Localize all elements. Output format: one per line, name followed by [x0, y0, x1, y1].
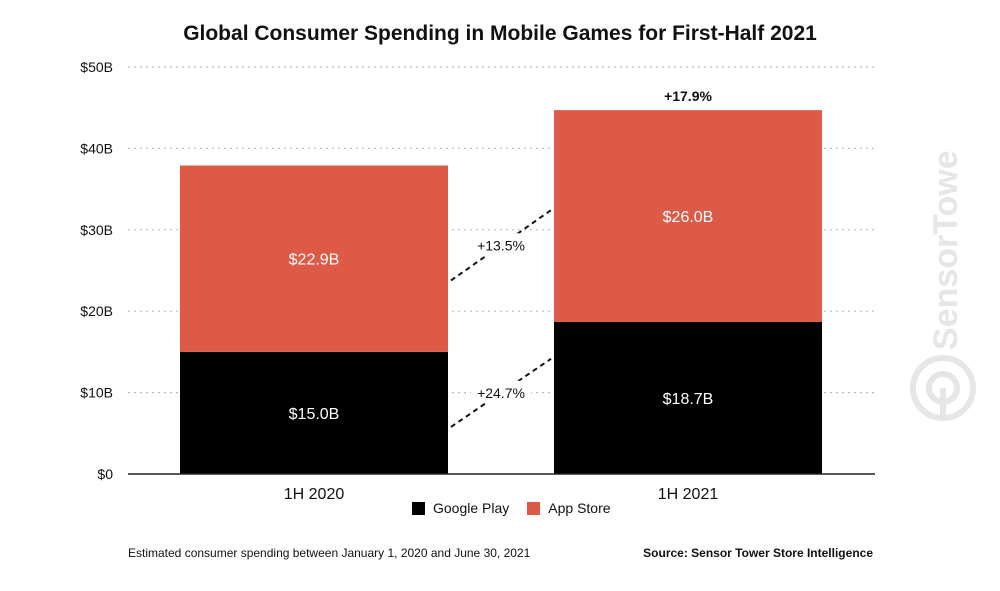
x-tick-label: 1H 2021 [658, 486, 719, 503]
bar-segment-app-store [180, 165, 448, 352]
growth-label-google-play: +24.7% [477, 385, 525, 401]
bar-segment-google-play [554, 321, 822, 474]
y-tick-label: $0 [97, 466, 113, 482]
bar-segment-app-store [554, 110, 822, 322]
legend: Google Play App Store [412, 500, 629, 516]
x-tick-label: 1H 2020 [284, 486, 345, 503]
growth-label-app-store: +13.5% [477, 237, 525, 253]
legend-swatch-app-store [527, 501, 541, 515]
total-growth-label: +17.9% [664, 88, 712, 104]
legend-label-google-play: Google Play [433, 500, 510, 516]
y-tick-label: $30B [80, 222, 113, 238]
chart-title: Global Consumer Spending in Mobile Games… [183, 22, 817, 45]
connector-app-store [450, 209, 552, 282]
bars: $15.0B $22.9B $18.7B $26.0B +17.9% [180, 88, 822, 474]
legend-item-app-store: App Store [527, 500, 611, 516]
legend-item-google-play: Google Play [412, 500, 509, 516]
legend-label-app-store: App Store [548, 500, 611, 516]
legend-swatch-google-play [412, 501, 425, 515]
connector-label-bg [471, 380, 531, 403]
connector-label-bg [471, 233, 531, 256]
sensor-tower-watermark: SensorTower [910, 150, 976, 421]
bar-segment-google-play [180, 351, 448, 474]
data-label: $22.9B [289, 252, 340, 269]
y-axis-ticks: $0 $10B $20B $30B $40B $50B [80, 59, 113, 482]
y-tick-label: $40B [80, 140, 113, 156]
y-tick-label: $50B [80, 59, 113, 75]
watermark-text: SensorTower [927, 150, 965, 350]
y-tick-label: $10B [80, 385, 113, 401]
footnote: Estimated consumer spending between Janu… [128, 546, 531, 560]
connector-google-play [450, 357, 552, 428]
sensor-tower-logo-icon [910, 355, 976, 421]
y-tick-label: $20B [80, 303, 113, 319]
data-label: $26.0B [663, 209, 714, 226]
data-label: $18.7B [663, 391, 714, 408]
data-label: $15.0B [289, 406, 340, 423]
growth-connectors: +24.7% +13.5% [450, 209, 552, 428]
x-axis-ticks: 1H 2020 1H 2021 [284, 486, 719, 503]
source-credit: Source: Sensor Tower Store Intelligence [643, 546, 873, 560]
